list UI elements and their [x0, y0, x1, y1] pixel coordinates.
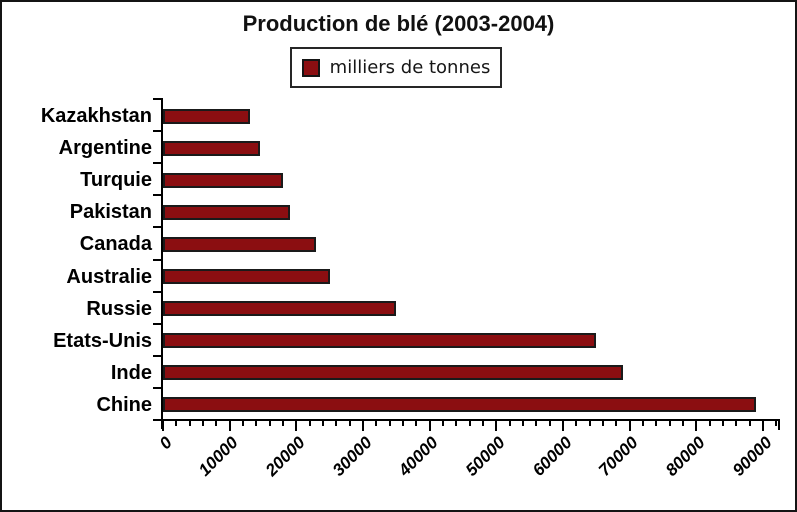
category-label-etats-unis: Etats-Unis [53, 329, 152, 352]
category-label-chine: Chine [96, 393, 152, 416]
bar-australie [163, 269, 330, 285]
x-tick-major [428, 421, 431, 431]
x-tick-minor [508, 421, 511, 426]
x-tick-minor [548, 421, 551, 426]
y-tick [153, 162, 161, 165]
y-tick [153, 386, 161, 389]
x-axis-end-tick [778, 421, 780, 430]
x-tick-minor [375, 421, 378, 426]
x-tick-minor [655, 421, 658, 426]
x-tick-label: 50000 [461, 433, 509, 480]
legend-box: milliers de tonnes [290, 47, 502, 88]
bar-argentine [163, 140, 260, 156]
x-tick-minor [202, 421, 204, 426]
x-tick-minor [442, 421, 444, 426]
category-label-pakistan: Pakistan [69, 201, 152, 224]
x-tick-minor [722, 421, 724, 426]
x-tick-minor [668, 421, 671, 426]
x-tick-label: 80000 [661, 433, 709, 480]
x-tick-minor [748, 421, 751, 426]
x-tick-major [362, 421, 364, 431]
x-tick-minor [588, 421, 591, 426]
y-tick [153, 354, 161, 357]
x-tick-minor [215, 421, 218, 426]
x-tick-minor [282, 421, 284, 426]
x-tick-minor [735, 421, 738, 426]
x-tick-minor [535, 421, 538, 426]
x-tick-minor [402, 421, 404, 426]
y-tick [153, 226, 161, 229]
x-tick-minor [175, 421, 178, 426]
x-tick-major [628, 421, 631, 431]
bar-turquie [163, 172, 283, 188]
y-tick [153, 130, 161, 133]
x-tick-label: 70000 [595, 433, 643, 480]
x-tick-minor [642, 421, 644, 426]
x-tick-minor [322, 421, 324, 426]
x-tick-minor [348, 421, 351, 426]
x-tick-minor [575, 421, 578, 426]
x-tick-minor [242, 421, 244, 426]
bar-chine [163, 397, 757, 413]
x-tick-minor [188, 421, 191, 426]
x-tick-label: 60000 [528, 433, 576, 480]
chart-title: Production de blé (2003-2004) [242, 11, 555, 36]
y-tick [153, 322, 161, 325]
x-tick-label: 20000 [261, 433, 309, 480]
x-axis-line [161, 419, 780, 421]
y-tick [153, 419, 161, 421]
bar-kazakhstan [163, 108, 250, 124]
x-tick-minor [482, 421, 484, 426]
x-tick-minor [682, 421, 684, 426]
x-tick-minor [415, 421, 418, 426]
bar-pakistan [163, 204, 290, 220]
x-tick-minor [615, 421, 618, 426]
x-tick-major [762, 421, 764, 431]
x-tick-minor [775, 421, 778, 426]
y-tick [153, 98, 161, 100]
legend-swatch [301, 58, 320, 77]
x-tick-major [562, 421, 564, 431]
x-tick-label: 90000 [728, 433, 776, 480]
y-tick [153, 258, 161, 261]
bar-inde [163, 365, 623, 381]
x-tick-minor [522, 421, 524, 426]
category-label-russie: Russie [86, 297, 152, 320]
bar-etats-unis [163, 333, 597, 349]
x-tick-major [162, 421, 164, 431]
x-tick-minor [602, 421, 604, 426]
x-tick-label: 0 [155, 433, 176, 454]
x-tick-minor [468, 421, 471, 426]
category-label-canada: Canada [79, 233, 152, 256]
x-tick-major [695, 421, 698, 431]
x-tick-minor [308, 421, 311, 426]
category-label-australie: Australie [66, 265, 152, 288]
x-tick-label: 10000 [195, 433, 243, 480]
category-label-kazakhstan: Kazakhstan [40, 105, 152, 128]
legend-label: milliers de tonnes [329, 57, 491, 78]
category-label-argentine: Argentine [58, 137, 152, 160]
bar-canada [163, 236, 317, 252]
x-tick-major [495, 421, 498, 431]
x-tick-minor [335, 421, 338, 426]
y-tick [153, 290, 161, 293]
x-tick-minor [255, 421, 258, 426]
x-tick-label: 30000 [328, 433, 376, 480]
y-tick [153, 194, 161, 197]
x-tick-minor [455, 421, 458, 426]
x-tick-major [295, 421, 298, 431]
x-tick-minor [268, 421, 271, 426]
y-axis-line [161, 98, 163, 429]
x-tick-major [228, 421, 231, 431]
x-tick-minor [388, 421, 391, 426]
category-label-turquie: Turquie [80, 169, 152, 192]
x-tick-label: 40000 [395, 433, 443, 480]
bar-russie [163, 301, 397, 317]
x-tick-minor [708, 421, 711, 426]
category-label-inde: Inde [110, 361, 152, 384]
